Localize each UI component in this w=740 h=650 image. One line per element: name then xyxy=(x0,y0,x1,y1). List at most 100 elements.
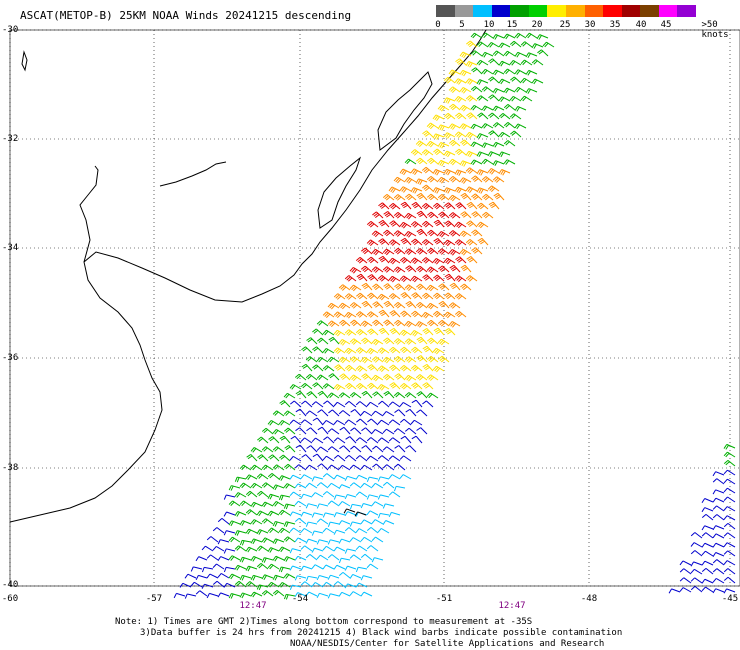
wind-barb xyxy=(466,220,478,228)
wind-barb xyxy=(488,94,500,102)
wind-barb xyxy=(278,475,291,481)
wind-barb xyxy=(426,355,439,363)
wind-barb xyxy=(503,122,516,129)
wind-barb xyxy=(723,443,736,450)
wind-barb xyxy=(361,282,373,291)
wind-barb xyxy=(393,211,406,219)
wind-barb xyxy=(239,482,252,489)
wind-barb xyxy=(333,454,346,462)
wind-barb xyxy=(267,581,280,588)
wind-barb xyxy=(305,482,318,489)
wind-barb xyxy=(284,427,296,435)
wind-barb xyxy=(234,580,247,588)
scale-label: 15 xyxy=(506,20,518,30)
wind-barb xyxy=(333,293,346,300)
wind-barb xyxy=(312,453,324,462)
wind-barb xyxy=(383,211,395,219)
wind-barb xyxy=(712,533,725,539)
wind-barb xyxy=(267,563,280,570)
wind-barb xyxy=(520,77,533,84)
lat-label-32: -32 xyxy=(2,134,19,144)
wind-barb xyxy=(476,169,489,176)
wind-barb xyxy=(460,264,472,273)
wind-barb xyxy=(278,420,291,426)
wind-barb xyxy=(416,283,428,291)
wind-barb xyxy=(377,455,390,462)
wind-barb xyxy=(416,427,428,435)
wind-barb xyxy=(476,79,489,85)
wind-barb xyxy=(393,463,406,471)
wind-barb xyxy=(349,464,362,471)
wind-barb xyxy=(421,239,434,246)
wind-barb xyxy=(349,503,362,510)
wind-barb xyxy=(217,573,230,579)
wind-barb xyxy=(294,500,307,507)
wind-barb xyxy=(245,528,258,535)
wind-barb xyxy=(366,510,379,516)
wind-barb xyxy=(279,454,291,462)
scale-label: >50 knots xyxy=(701,20,729,40)
wind-barb xyxy=(316,356,329,363)
scale-swatch xyxy=(491,5,511,17)
wind-barb xyxy=(426,247,439,255)
wind-barb xyxy=(305,374,318,381)
wind-barb xyxy=(327,482,340,489)
river-plate-shore xyxy=(79,165,99,263)
wind-barb xyxy=(245,581,258,588)
wind-barb xyxy=(366,347,379,355)
scale-swatch xyxy=(658,5,678,17)
wind-barb xyxy=(465,167,478,174)
lat-label-40: -40 xyxy=(2,580,19,590)
wind-barb xyxy=(481,193,494,201)
wind-barb xyxy=(426,374,439,381)
wind-barb xyxy=(470,141,483,148)
wind-barb xyxy=(268,454,280,462)
wind-barb xyxy=(411,399,423,408)
wind-barb xyxy=(422,130,434,138)
wind-barb xyxy=(411,310,423,318)
wind-barb xyxy=(272,574,285,581)
wind-barb xyxy=(394,409,406,417)
wind-barb xyxy=(388,491,401,498)
wind-barb xyxy=(355,491,368,498)
wind-barb xyxy=(471,193,483,201)
wind-barb xyxy=(712,525,725,531)
wind-barb xyxy=(481,51,494,58)
wind-barb xyxy=(305,575,318,582)
lon-label-48: -48 xyxy=(580,594,598,604)
wind-barb xyxy=(454,221,467,229)
wind-barb xyxy=(239,464,252,471)
wind-barb xyxy=(272,538,285,545)
wind-barb xyxy=(454,131,467,139)
wind-barb xyxy=(455,202,467,210)
wind-barb xyxy=(444,220,456,228)
scale-swatch xyxy=(473,5,493,17)
wind-barb xyxy=(256,473,269,480)
wind-barb xyxy=(355,256,368,264)
wind-barb xyxy=(427,211,439,219)
wind-barb xyxy=(476,221,489,229)
wind-barb xyxy=(481,68,494,75)
note-line-1: Note: 1) Times are GMT 2)Times along bot… xyxy=(115,617,533,627)
wind-barb xyxy=(261,557,274,563)
wind-barb xyxy=(410,168,423,175)
wind-barb xyxy=(350,319,362,327)
wind-barb xyxy=(239,574,252,581)
wind-barb xyxy=(416,228,428,237)
wind-barb xyxy=(723,515,736,521)
wind-barb xyxy=(487,151,500,157)
wind-barb xyxy=(311,512,324,518)
wind-barb xyxy=(466,201,478,210)
wind-barb xyxy=(349,537,362,543)
wind-barb xyxy=(470,123,483,130)
wind-barb xyxy=(427,337,439,345)
wind-barb xyxy=(173,592,186,599)
wind-barb xyxy=(360,320,373,328)
wind-barb xyxy=(316,446,329,453)
wind-barb xyxy=(366,239,379,247)
scale-swatch xyxy=(603,5,623,17)
wind-barb xyxy=(415,248,428,255)
wind-barb xyxy=(311,492,324,498)
wind-barb xyxy=(289,419,302,426)
wind-barb xyxy=(723,532,736,539)
